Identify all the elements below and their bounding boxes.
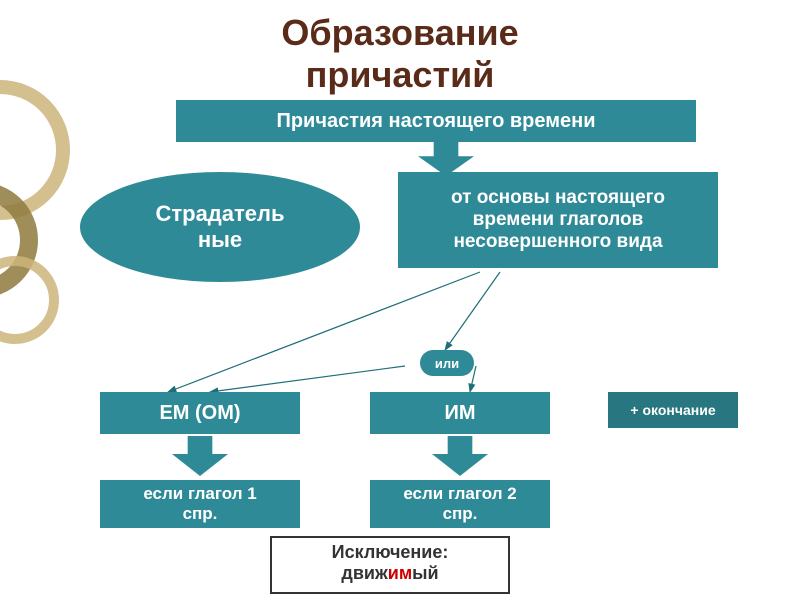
present-participles-header: Причастия настоящего времени [176, 100, 696, 142]
exception-word-pre: движ [341, 563, 387, 583]
plus-ending-label: + окончание [630, 402, 715, 418]
passive-type-ellipse: Страдательные [80, 172, 360, 282]
exception-word-post: ый [412, 563, 438, 583]
title-line-2: причастий [0, 54, 800, 96]
present-participles-header-label: Причастия настоящего времени [276, 110, 595, 133]
or-pill: или [420, 350, 474, 376]
suffix-im-box: ИМ [370, 392, 550, 434]
exception-word-highlight: им [388, 563, 412, 583]
condition-conj1-box: если глагол 1спр. [100, 480, 300, 528]
condition-conj1-label: если глагол 1спр. [143, 484, 256, 524]
arrow-down-icon [432, 436, 488, 476]
passive-type-label: Страдательные [155, 201, 284, 253]
suffix-em-om-box: ЕМ (ОМ) [100, 392, 300, 434]
exception-label: Исключение: [272, 542, 508, 563]
suffix-em-om-label: ЕМ (ОМ) [159, 402, 240, 425]
plus-ending-box: + окончание [608, 392, 738, 428]
arrow-down-icon [172, 436, 228, 476]
condition-conj2-label: если глагол 2спр. [403, 484, 516, 524]
stem-basis-label: от основы настоящеговремени глаголовнесо… [451, 187, 665, 253]
condition-conj2-box: если глагол 2спр. [370, 480, 550, 528]
title-line-1: Образование [0, 12, 800, 54]
exception-word: движимый [272, 563, 508, 584]
or-label: или [435, 356, 459, 371]
exception-box: Исключение: движимый [270, 536, 510, 594]
stem-basis-box: от основы настоящеговремени глаголовнесо… [398, 172, 718, 268]
suffix-im-label: ИМ [444, 402, 475, 425]
ring-3 [0, 256, 59, 344]
page-title: Образование причастий [0, 12, 800, 96]
arrow-down-icon [418, 140, 474, 176]
